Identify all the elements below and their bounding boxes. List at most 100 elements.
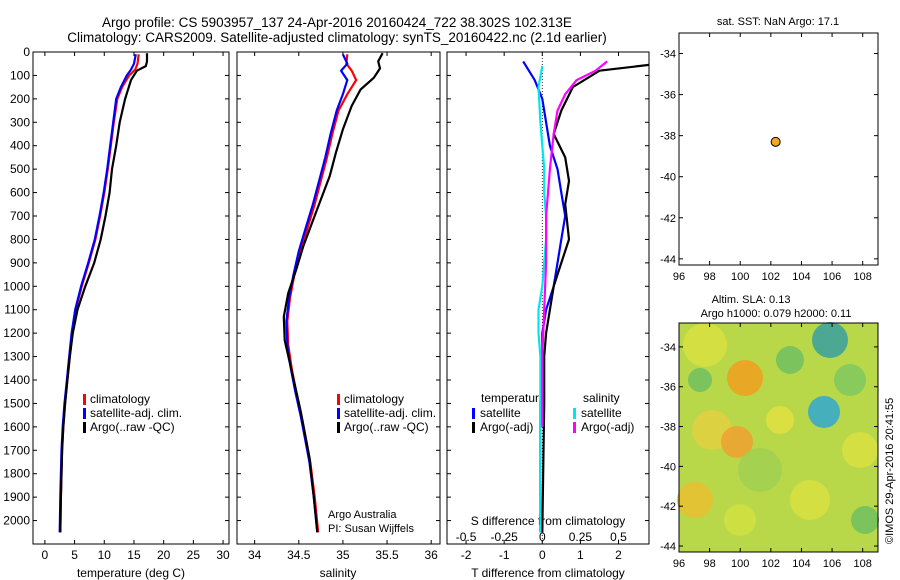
series-line [58,54,137,533]
sla-title-2: Argo h1000: 0.079 h2000: 0.11 [701,308,852,320]
difference-axes [446,51,650,545]
legend-label: climatology [90,392,150,406]
y-tick-label: 1800 [3,467,30,481]
x-tick-label: -1 [499,548,510,562]
x-tick-label: 30 [216,548,230,562]
sla-anomaly-blob [812,322,848,358]
legend-label: Argo(..raw -QC) [344,420,429,434]
y-tick-label: -44 [660,541,676,553]
header-line1: Argo profile: CS 5903957_137 24-Apr-2016… [102,15,572,30]
series-line [541,63,649,533]
x-tick-label: 35.5 [375,548,399,562]
y-tick-label: 1200 [3,326,30,340]
x-tick-label: 96 [673,271,685,283]
x-tick-label: 36 [424,548,438,562]
location-panel: sat. SST: NaN Argo: 17.1 96 98 100 102 104 10… [660,16,879,283]
sla-anomaly-blob [683,323,727,367]
legend-label: satellite [581,406,622,420]
legend-label: satellite-adj. clim. [344,406,436,420]
y-tick-label: 900 [10,256,30,270]
salinity-panel: salinity Argo Australia PI: Susan Wijffe… [236,51,441,580]
s-tick-label: 0.5 [610,530,627,544]
sla-anomaly-blob [790,480,830,520]
sla-anomaly-blob [738,448,782,492]
y-tick-label: 1300 [3,350,30,364]
salinity-annotation-1: Argo Australia [328,509,397,521]
y-tick-label: 100 [10,68,30,82]
legend-swatch [573,408,576,419]
legend-label: satellite [480,406,521,420]
x-tick-label: 106 [823,558,841,570]
s-tick-label: 0.25 [569,530,593,544]
x-tick-label: 104 [792,558,810,570]
y-tick-label: -42 [660,501,676,513]
series-line [59,53,149,533]
x-tick-label: 2 [615,548,622,562]
sla-title-1: Altim. SLA: 0.13 [712,294,791,306]
y-tick-label: 1600 [3,420,30,434]
x-tick-label: 10 [98,548,112,562]
y-tick-label: -38 [660,422,676,434]
x-tick-label: 96 [673,558,685,570]
y-tick-label: 500 [10,162,30,176]
sla-anomaly-blob [834,364,866,396]
s-tick-label: -0.5 [456,530,477,544]
legend-label: Argo(-adj) [480,420,533,434]
y-tick-label: 0 [23,45,30,59]
x-tick-label: 20 [157,548,171,562]
y-tick-label: 300 [10,115,30,129]
x-tick-label: 5 [71,548,78,562]
series-line [285,53,349,533]
sla-anomaly-blob [776,346,804,374]
x-tick-label: 108 [854,271,872,283]
x-tick-label: 106 [823,271,841,283]
legend-swatch [573,422,576,433]
y-tick-label: 1700 [3,443,30,457]
sla-anomaly-blob [851,506,879,534]
x-tick-label: 98 [703,558,715,570]
y-tick-label: -40 [660,172,676,184]
legend-label: satellite-adj. clim. [90,406,182,420]
x-tick-label: 34.5 [287,548,311,562]
y-tick-label: 1000 [3,279,30,293]
sla-anomaly-blob [724,504,756,536]
temperature-xlabel: temperature (deg C) [77,566,185,580]
temperature-panel: temperature (deg C) 0 5 10 15 20 25 3001002003… [3,45,230,580]
salinity-annotation-2: PI: Susan Wijffels [328,523,414,535]
x-tick-label: 102 [762,271,780,283]
y-tick-label: 1400 [3,373,30,387]
legend-label: Argo(-adj) [581,420,634,434]
y-tick-label: -36 [660,382,676,394]
x-tick-label: 100 [731,271,749,283]
x-tick-label: 104 [792,271,810,283]
s-tick-label: 0 [539,530,546,544]
salinity-xlabel: salinity [320,566,357,580]
argo-location-marker [770,136,781,147]
legend-swatch [83,422,86,433]
y-tick-label: 200 [10,92,30,106]
legend-swatch [83,408,86,419]
x-tick-label: 100 [731,558,749,570]
legend-label: Argo(..raw -QC) [90,420,175,434]
header-line2: Climatology: CARS2009. Satellite-adjuste… [67,30,607,45]
x-tick-label: 0 [42,548,49,562]
y-tick-label: 2000 [3,514,30,528]
legend-swatch [83,394,86,405]
sla-anomaly-blob [727,360,763,396]
y-tick-label: -44 [660,254,676,266]
x-tick-label: 108 [854,558,872,570]
difference-panel: T difference from climatology S differen… [446,51,650,580]
legend-swatch [472,422,475,433]
s-tick-label: -0.25 [490,530,518,544]
y-tick-label: 1100 [4,303,30,317]
difference-xlabel: T difference from climatology [471,566,625,580]
sla-anomaly-blob [677,482,713,518]
y-tick-label: 800 [10,232,30,246]
sla-anomaly-blob [808,396,840,428]
y-tick-label: -36 [660,90,676,102]
legend-swatch [337,408,340,419]
legend-label: climatology [344,392,404,406]
x-tick-label: 102 [762,558,780,570]
sla-anomaly-blob [766,406,794,434]
